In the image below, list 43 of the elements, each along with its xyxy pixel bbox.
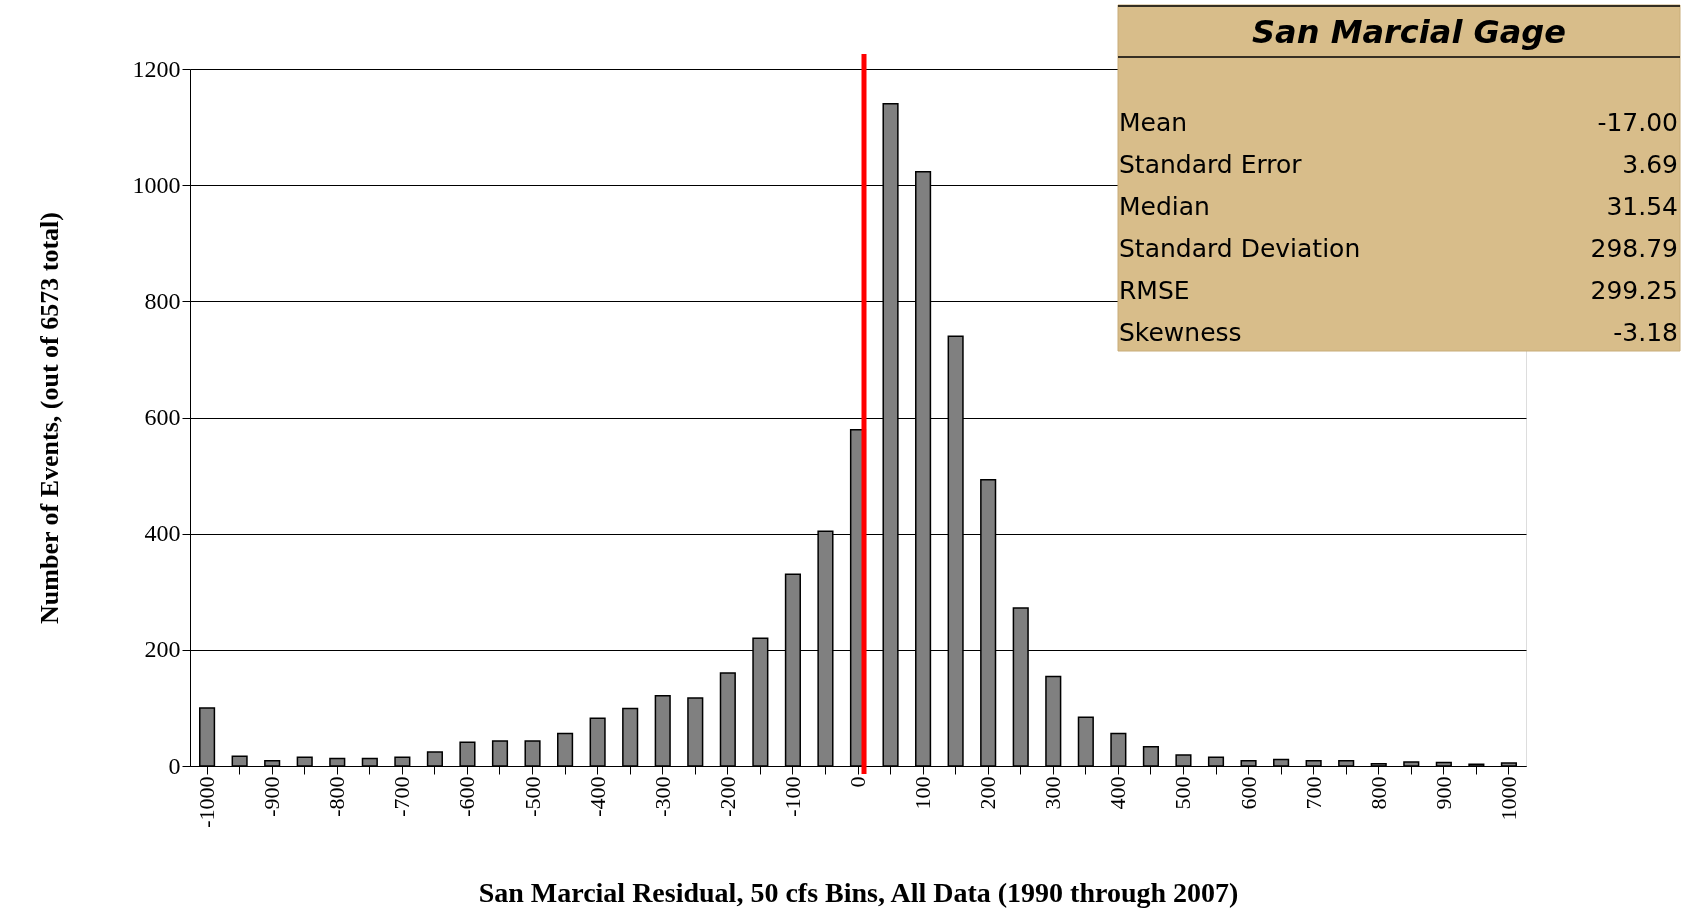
x-tick-label: -300	[649, 776, 675, 817]
x-tick-label: 1000	[1495, 776, 1521, 821]
x-tick-label: -500	[519, 776, 545, 817]
y-tick-label: 600	[144, 404, 181, 430]
annotation: Standard Error	[1119, 150, 1303, 179]
x-tick-label: 900	[1430, 776, 1456, 810]
annotation: RMSE	[1119, 276, 1190, 305]
annotation: Median	[1119, 192, 1210, 221]
x-tick-label: -100	[779, 776, 805, 817]
x-tick-label: 300	[1040, 776, 1066, 810]
y-tick-label: 800	[144, 287, 181, 314]
y-tick-label: 1200	[132, 55, 181, 82]
x-tick-label: 400	[1105, 776, 1131, 810]
y-tick-label: 200	[144, 636, 181, 663]
text: -17.00	[1597, 108, 1678, 137]
x-tick-label: -800	[324, 776, 350, 817]
x-tick-label: 100	[910, 776, 936, 810]
annotation: Mean	[1119, 108, 1188, 137]
text: 3.69	[1622, 150, 1678, 179]
x-tick-label: 700	[1300, 776, 1326, 810]
x-tick-label: -600	[454, 776, 480, 817]
x-tick-label: -400	[584, 776, 610, 817]
x-tick-label: 500	[1170, 776, 1196, 810]
x-tick-label: 600	[1235, 776, 1261, 810]
y-tick-label: 1000	[132, 171, 181, 198]
x-tick-label: -700	[389, 776, 415, 817]
text: 299.25	[1590, 276, 1678, 305]
annotation: Skewness	[1119, 318, 1242, 347]
x-tick-label: 0	[845, 776, 870, 788]
y-tick-label: 0	[168, 752, 181, 779]
x-tick-label: 800	[1365, 776, 1391, 810]
x-tick-label: -200	[714, 776, 740, 817]
x-tick-label: -900	[259, 776, 285, 817]
x-axis-title: San Marcial Residual, 50 cfs Bins, All Data (1990 through 2007)	[478, 876, 1239, 908]
x-tick-label: 200	[975, 776, 1001, 810]
annotation: Standard Deviation	[1119, 234, 1361, 263]
text: 298.79	[1590, 234, 1678, 263]
x-tick-label: -1000	[194, 776, 220, 828]
text: 31.54	[1606, 192, 1678, 221]
text: San Marcial Gage	[1252, 13, 1566, 51]
text: -3.18	[1613, 318, 1678, 347]
y-axis-title: Number of Events, (out of 6573 total)	[34, 212, 64, 624]
y-tick-label: 400	[144, 520, 181, 547]
